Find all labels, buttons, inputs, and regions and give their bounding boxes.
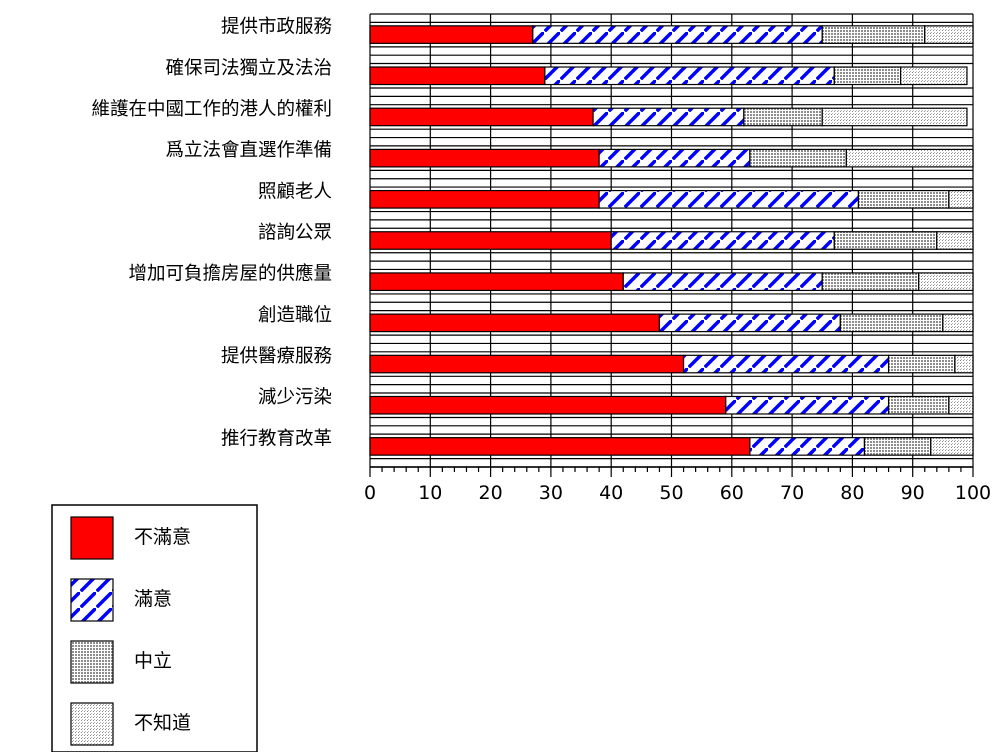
legend-label: 中立	[134, 650, 172, 672]
bar-segment-滿意-2	[592, 107, 745, 127]
category-label: 增加可負擔房屋的供應量	[128, 263, 332, 285]
bar-segment-不滿意-1	[369, 66, 546, 86]
category-label: 提供醫療服務	[221, 346, 333, 367]
category-label: 確保司法獨立及法治	[165, 58, 332, 79]
bar-segment-滿意-6	[622, 272, 823, 292]
bar-segment-不滿意-8	[369, 354, 685, 374]
x-tick-label: 30	[539, 482, 563, 504]
bar-segment-不知道-7	[942, 313, 974, 333]
bar-segment-中立-10	[863, 437, 932, 456]
category-label: 爲立法會直選作準備	[165, 140, 332, 161]
legend-swatch-滿意	[70, 578, 114, 622]
bar-segment-不滿意-9	[369, 395, 727, 415]
bar-segment-不知道-6	[918, 272, 974, 292]
bar-segment-中立-6	[821, 272, 920, 292]
bar-segment-滿意-9	[725, 395, 890, 415]
grid	[369, 13, 974, 468]
bar-segment-滿意-4	[598, 189, 860, 209]
bar-segment-中立-1	[833, 66, 902, 86]
bar-segment-不滿意-6	[369, 272, 624, 292]
legend-swatch-不知道	[70, 702, 114, 746]
x-tick-label: 80	[840, 482, 864, 504]
x-tick-label: 0	[364, 482, 376, 504]
legend-label: 不知道	[134, 712, 191, 734]
bar-segment-不知道-9	[948, 395, 974, 415]
x-tick-label: 100	[955, 482, 991, 504]
bar-segment-不滿意-7	[369, 313, 661, 333]
bar-segment-不知道-10	[930, 437, 974, 456]
bar-segment-中立-2	[743, 107, 823, 127]
bar-segment-不知道-5	[936, 231, 974, 250]
bar-segment-中立-0	[821, 25, 926, 44]
bar-segment-不知道-0	[924, 25, 974, 44]
bar-segment-不知道-1	[900, 66, 968, 86]
bar-segment-中立-3	[749, 148, 847, 168]
category-label: 維護在中國工作的港人的權利	[91, 99, 332, 120]
bar-segment-不知道-3	[845, 148, 974, 168]
category-label: 照顧老人	[258, 181, 332, 202]
bar-segment-不滿意-4	[369, 189, 600, 209]
category-label: 創造職位	[258, 305, 332, 326]
bar-segment-中立-9	[887, 395, 950, 415]
category-labels: 提供市政服務確保司法獨立及法治維護在中國工作的港人的權利爲立法會直選作準備照顧老…	[91, 17, 332, 450]
legend-label: 不滿意	[134, 526, 191, 548]
x-tick-label: 20	[479, 482, 503, 504]
x-tick-label: 60	[720, 482, 744, 504]
bar-segment-不滿意-5	[369, 231, 612, 250]
category-label: 諮詢公眾	[258, 223, 332, 244]
bar-segment-中立-7	[839, 313, 944, 333]
bars	[369, 25, 974, 456]
category-label: 減少污染	[258, 387, 332, 408]
legend-swatch-不滿意	[70, 516, 114, 560]
bar-segment-滿意-8	[682, 354, 890, 374]
x-axis: 0 10 20 30 40 50 60 70 80 90 100	[364, 466, 991, 504]
bar-segment-滿意-1	[544, 66, 835, 86]
bar-segment-滿意-10	[749, 437, 866, 456]
x-tick-label: 90	[901, 482, 925, 504]
bar-segment-不滿意-2	[369, 107, 594, 127]
x-tick-label: 10	[418, 482, 442, 504]
bar-segment-滿意-3	[598, 148, 751, 168]
bar-segment-中立-5	[833, 231, 938, 250]
bar-segment-滿意-0	[532, 25, 823, 44]
x-tick-label: 70	[780, 482, 804, 504]
bar-segment-不滿意-3	[369, 148, 600, 168]
legend-swatch-中立	[70, 640, 114, 684]
bar-segment-不知道-8	[954, 354, 974, 374]
x-tick-label: 50	[659, 482, 683, 504]
bar-segment-中立-4	[857, 189, 950, 209]
x-tick-label: 40	[599, 482, 623, 504]
category-label: 推行教育改革	[221, 428, 332, 449]
bar-segment-不知道-2	[821, 107, 968, 127]
bar-segment-不知道-4	[948, 189, 974, 209]
bar-segment-不滿意-10	[369, 437, 751, 456]
bar-segment-滿意-5	[610, 231, 835, 250]
bar-segment-滿意-7	[658, 313, 841, 333]
bar-segment-中立-8	[887, 354, 956, 374]
bar-segment-不滿意-0	[369, 25, 534, 44]
legend-label: 滿意	[134, 588, 172, 610]
category-label: 提供市政服務	[221, 17, 333, 38]
